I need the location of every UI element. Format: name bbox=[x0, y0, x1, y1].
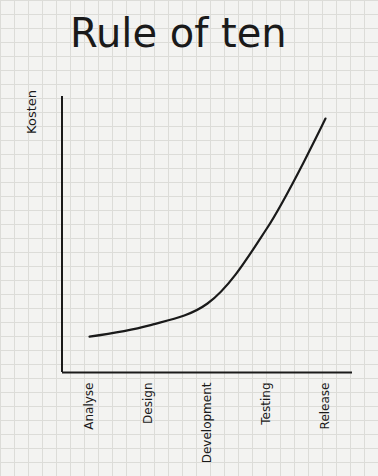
svg-text:Testing: Testing bbox=[259, 383, 273, 426]
svg-text:Release: Release bbox=[318, 383, 332, 430]
svg-text:Development: Development bbox=[200, 382, 214, 463]
html-text:Rule of ten: Rule of ten bbox=[70, 10, 287, 56]
svg-text:Design: Design bbox=[141, 383, 155, 424]
svg-text:Analyse: Analyse bbox=[82, 383, 96, 430]
svg-text:Kosten: Kosten bbox=[24, 90, 39, 134]
